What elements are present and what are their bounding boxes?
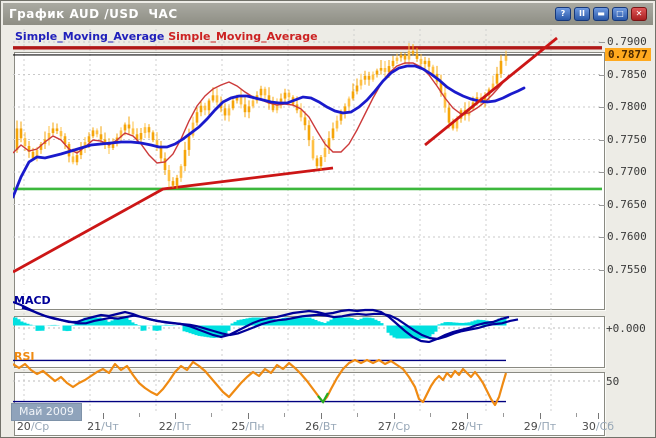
time-tick-mark: [321, 413, 322, 419]
legend-sma-blue: Simple_Moving_Average: [15, 30, 165, 43]
price-tick-label: 0.7700: [607, 165, 647, 178]
month-badge: Май 2009: [11, 403, 82, 421]
macd-zero-value: +0.000: [606, 322, 646, 335]
window-buttons: ? II ▬ □ ✕: [555, 7, 647, 21]
time-minor-tick: [284, 413, 285, 417]
time-axis-label: 21/Чт: [87, 420, 119, 433]
price-tick-mark: [599, 42, 605, 43]
price-tick-label: 0.7600: [607, 230, 647, 243]
legend-sma-red: Simple_Moving_Average: [168, 30, 318, 43]
indicator-legend: Simple_Moving_Average Simple_Moving_Aver…: [15, 30, 318, 43]
price-tick-label: 0.7900: [607, 35, 647, 48]
time-minor-tick: [139, 413, 140, 417]
rsi-label: RSI: [14, 350, 35, 363]
time-tick-mark: [467, 413, 468, 419]
price-tick-mark: [599, 269, 605, 271]
price-tick-label: 0.7550: [607, 262, 647, 276]
time-axis-label: 29/Пт: [523, 420, 557, 433]
time-tick-mark: [394, 413, 395, 419]
time-axis-label: 27/Ср: [377, 420, 411, 433]
price-tick-mark: [599, 139, 605, 141]
price-tick-mark: [599, 204, 605, 206]
time-tick-mark: [598, 413, 599, 419]
time-minor-tick: [503, 413, 504, 417]
time-axis-label: 28/Чт: [451, 420, 483, 433]
time-tick-mark: [103, 413, 104, 419]
time-axis-label: 30/Сб: [581, 420, 615, 433]
price-tick-mark: [599, 237, 605, 238]
minimize-button[interactable]: ▬: [593, 7, 609, 21]
time-minor-tick: [211, 413, 212, 417]
price-tick-label: 0.7650: [607, 197, 647, 211]
time-tick-mark: [175, 413, 176, 419]
time-minor-tick: [430, 413, 431, 417]
title-bar[interactable]: График AUD /USD ЧАС ? II ▬ □ ✕: [3, 3, 653, 25]
time-axis-label: 26/Вт: [305, 420, 337, 433]
time-axis-label: 22/Пт: [158, 420, 192, 433]
maximize-button[interactable]: □: [612, 7, 628, 21]
price-tick-label: 0.7800: [607, 100, 647, 113]
macd-label: MACD: [14, 294, 51, 307]
time-minor-tick: [357, 413, 358, 417]
price-tick-label: 0.7850: [607, 67, 647, 81]
time-axis-label: 25/Пн: [231, 420, 265, 433]
time-minor-tick: [576, 413, 577, 417]
pause-button[interactable]: II: [574, 7, 590, 21]
help-button[interactable]: ?: [555, 7, 571, 21]
price-tick-mark: [599, 172, 605, 173]
price-tick-mark: [599, 74, 605, 76]
window-title: График AUD /USD ЧАС: [9, 7, 178, 21]
time-axis-label: 20/Ср: [16, 420, 50, 433]
price-tick-mark: [599, 107, 605, 108]
close-button[interactable]: ✕: [631, 7, 647, 21]
current-price-badge: 0.7877: [605, 47, 651, 61]
price-tick-label: 0.7750: [607, 132, 647, 146]
rsi-mid-value: 50: [606, 375, 620, 388]
time-tick-mark: [248, 413, 249, 419]
time-tick-mark: [540, 413, 541, 419]
